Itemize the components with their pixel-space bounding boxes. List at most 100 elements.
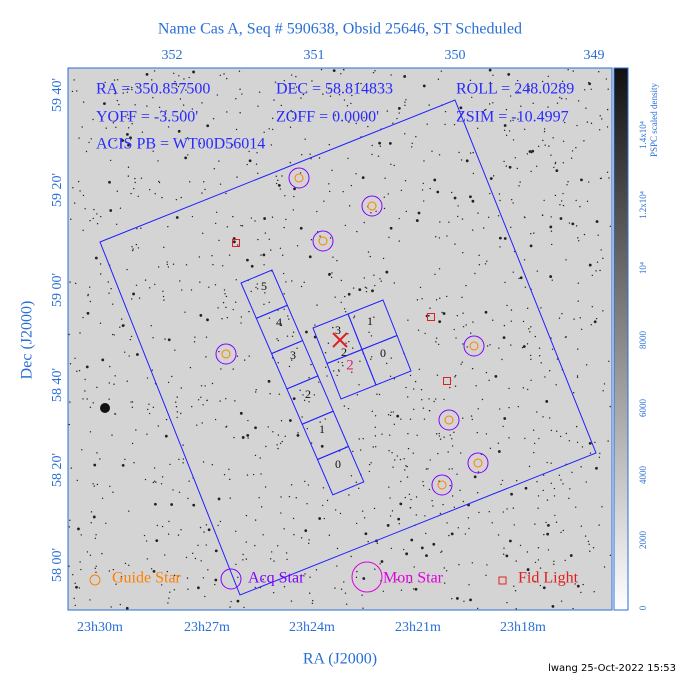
star-dot [217, 497, 221, 501]
star-dot [601, 118, 603, 120]
star-dot [549, 275, 553, 278]
star-dot [157, 160, 159, 162]
star-dot [93, 485, 96, 487]
star-dot [254, 220, 256, 222]
star-dot [84, 208, 86, 210]
star-dot [410, 498, 412, 501]
star-dot [194, 336, 196, 338]
star-dot [224, 293, 226, 295]
star-dot [541, 80, 544, 83]
star-dot [560, 600, 563, 602]
star-dot [124, 562, 127, 565]
star-dot [414, 587, 418, 591]
star-dot [553, 560, 555, 563]
star-dot [88, 141, 90, 144]
y-tick: 58 40' [50, 368, 65, 402]
star-dot [100, 118, 103, 120]
star-dot [140, 227, 142, 229]
star-dot [176, 411, 179, 413]
star-dot [528, 328, 530, 330]
star-dot [250, 217, 253, 219]
star-dot [423, 160, 425, 162]
star-dot [323, 517, 326, 520]
star-dot [122, 92, 124, 94]
star-dot [344, 295, 346, 298]
star-dot [517, 405, 520, 408]
star-dot [201, 422, 203, 424]
star-dot [609, 225, 612, 227]
star-dot [225, 192, 227, 195]
star-dot [516, 167, 519, 170]
star-dot [235, 530, 237, 533]
star-dot [369, 112, 372, 114]
star-dot [150, 325, 152, 327]
star-dot [388, 142, 392, 145]
star-dot [540, 307, 542, 309]
star-dot [597, 234, 599, 236]
star-dot [254, 391, 257, 393]
star-dot [429, 307, 431, 309]
star-dot [226, 316, 229, 319]
star-dot [158, 180, 160, 183]
star-dot [155, 481, 157, 483]
star-dot [382, 590, 385, 593]
star-dot [439, 512, 442, 515]
star-dot [398, 523, 401, 525]
star-dot [199, 142, 202, 145]
star-dot [435, 236, 437, 238]
guide-star [318, 236, 328, 246]
star-dot [398, 112, 400, 114]
star-dot [538, 355, 541, 357]
star-dot [318, 517, 322, 520]
star-dot [309, 576, 311, 578]
star-dot [389, 414, 392, 417]
star-dot [144, 478, 147, 481]
star-dot [606, 171, 609, 174]
guide-star [469, 341, 479, 351]
star-dot [485, 433, 488, 435]
star-dot [390, 411, 392, 413]
star-dot [560, 531, 562, 534]
star-dot [332, 370, 335, 372]
star-dot [337, 361, 340, 363]
star-dot [148, 412, 151, 415]
info: ROLL = 248.0289 [456, 81, 574, 98]
star-dot [469, 195, 472, 199]
star-dot [503, 324, 506, 327]
star-dot [320, 444, 324, 448]
star-dot [432, 505, 434, 507]
star-dot [291, 111, 294, 113]
star-dot [526, 343, 529, 345]
star-dot [71, 90, 74, 93]
star-dot [187, 497, 189, 500]
star-dot [113, 334, 115, 336]
star-dot [225, 397, 227, 400]
star-dot [273, 99, 275, 101]
star-dot [331, 169, 333, 172]
star-dot [435, 299, 438, 301]
star-dot [191, 108, 194, 110]
star-dot [350, 555, 352, 558]
chip-label: 1 [367, 314, 373, 328]
star-dot [477, 212, 479, 214]
colorbar-tick: 2000 [638, 531, 648, 550]
star-dot [126, 268, 128, 271]
star-dot [607, 88, 609, 90]
star-dot [169, 463, 171, 466]
star-dot [473, 475, 477, 479]
star-dot [583, 140, 585, 142]
star-dot [160, 584, 163, 586]
star-dot [602, 257, 604, 260]
star-dot [352, 287, 355, 289]
star-dot [199, 526, 202, 529]
star-dot [399, 458, 402, 461]
star-dot [248, 355, 250, 357]
star-dot [206, 124, 210, 128]
star-dot [439, 438, 442, 440]
star-dot [363, 221, 365, 224]
star-dot [554, 514, 556, 517]
bottom-tick: 23h21m [395, 620, 441, 635]
guide-star [437, 480, 447, 490]
star-dot [308, 377, 310, 379]
guide-star [444, 415, 454, 425]
